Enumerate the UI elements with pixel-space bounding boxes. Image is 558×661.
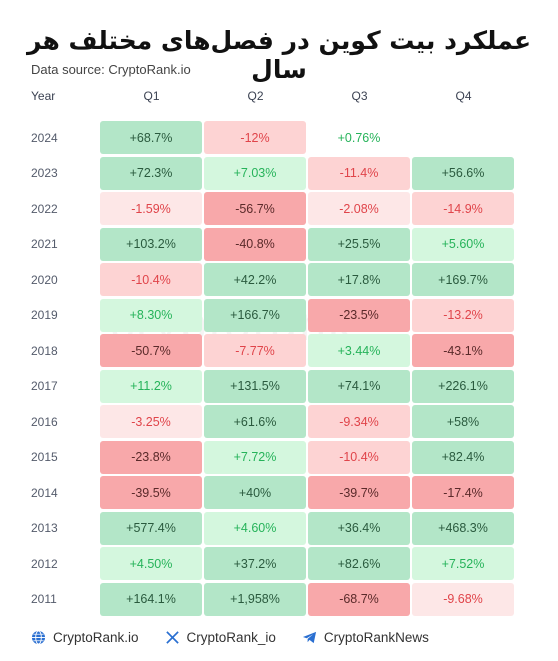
cell-2012-q4: +7.52% xyxy=(412,547,514,580)
footer-telegram-label: CryptoRankNews xyxy=(323,630,429,645)
cell-2012-q1: +4.50% xyxy=(100,547,202,580)
year-label-2018: 2018 xyxy=(31,343,58,358)
cell-2023-q3: -11.4% xyxy=(308,156,410,190)
data-source-label: Data source: CryptoRank.io xyxy=(31,62,191,77)
cell-2024-q2: -12% xyxy=(204,121,306,154)
cell-2021-q1: +103.2% xyxy=(100,227,202,261)
cell-2022-q4: -14.9% xyxy=(412,192,514,225)
cell-2015-q3: -10.4% xyxy=(308,440,410,474)
cell-2017-q3: +74.1% xyxy=(308,369,410,403)
cell-2017-q4: +226.1% xyxy=(412,369,514,403)
chart-title: عملکرد بیت کوین در فصل‌های مختلف هر سال xyxy=(26,26,532,84)
year-label-2020: 2020 xyxy=(31,272,58,287)
cell-2017-q2: +131.5% xyxy=(204,369,306,403)
cell-2018-q4: -43.1% xyxy=(412,334,514,367)
cell-2023-q2: +7.03% xyxy=(204,156,306,190)
cell-2022-q3: -2.08% xyxy=(308,192,410,225)
header-q2: Q2 xyxy=(247,89,264,103)
cell-2012-q3: +82.6% xyxy=(308,547,410,580)
header-q3: Q3 xyxy=(351,89,368,103)
cell-2024-q4 xyxy=(412,121,514,154)
header-year: Year xyxy=(31,89,56,103)
cell-2019-q4: -13.2% xyxy=(412,298,514,332)
footer: CryptoRank.io CryptoRank_io CryptoRankNe… xyxy=(31,630,429,645)
cell-2018-q2: -7.77% xyxy=(204,334,306,367)
cell-2018-q1: -50.7% xyxy=(100,334,202,367)
cell-2017-q1: +11.2% xyxy=(100,369,202,403)
header-q4: Q4 xyxy=(455,89,472,103)
cell-2020-q1: -10.4% xyxy=(100,263,202,296)
year-label-2013: 2013 xyxy=(31,521,58,535)
cell-2024-q3: +0.76% xyxy=(308,121,410,154)
cell-2020-q3: +17.8% xyxy=(308,263,410,296)
cell-2023-q4: +56.6% xyxy=(412,156,514,190)
cell-2020-q2: +42.2% xyxy=(204,263,306,296)
year-label-2015: 2015 xyxy=(31,450,58,464)
year-label-2012: 2012 xyxy=(31,556,58,571)
cell-2011-q3: -68.7% xyxy=(308,582,410,616)
footer-telegram[interactable]: CryptoRankNews xyxy=(302,630,429,645)
cell-2013-q3: +36.4% xyxy=(308,511,410,545)
cell-2021-q4: +5.60% xyxy=(412,227,514,261)
year-label-2011: 2011 xyxy=(31,592,57,606)
x-logo-icon xyxy=(165,631,179,644)
cell-2016-q3: -9.34% xyxy=(308,405,410,438)
year-label-2021: 2021 xyxy=(31,237,58,251)
cell-2014-q4: -17.4% xyxy=(412,476,514,509)
cell-2022-q1: -1.59% xyxy=(100,192,202,225)
cell-2013-q4: +468.3% xyxy=(412,511,514,545)
footer-website[interactable]: CryptoRank.io xyxy=(31,630,139,645)
year-label-2016: 2016 xyxy=(31,414,58,429)
cell-2015-q4: +82.4% xyxy=(412,440,514,474)
cell-2011-q1: +164.1% xyxy=(100,582,202,616)
cell-2015-q1: -23.8% xyxy=(100,440,202,474)
cell-2012-q2: +37.2% xyxy=(204,547,306,580)
cell-2018-q3: +3.44% xyxy=(308,334,410,367)
cell-2022-q2: -56.7% xyxy=(204,192,306,225)
telegram-icon xyxy=(302,631,316,644)
cell-2014-q2: +40% xyxy=(204,476,306,509)
cell-2019-q3: -23.5% xyxy=(308,298,410,332)
year-label-2023: 2023 xyxy=(31,166,58,180)
cell-2015-q2: +7.72% xyxy=(204,440,306,474)
header-q1: Q1 xyxy=(143,89,160,103)
cell-2011-q2: +1,958% xyxy=(204,582,306,616)
cell-2016-q4: +58% xyxy=(412,405,514,438)
footer-twitter-label: CryptoRank_io xyxy=(186,630,276,645)
cell-2013-q2: +4.60% xyxy=(204,511,306,545)
year-label-2017: 2017 xyxy=(31,379,58,393)
year-label-2019: 2019 xyxy=(31,308,58,322)
globe-icon xyxy=(31,630,46,645)
footer-twitter[interactable]: CryptoRank_io xyxy=(165,630,276,645)
cell-2013-q1: +577.4% xyxy=(100,511,202,545)
cell-2014-q3: -39.7% xyxy=(308,476,410,509)
cell-2021-q3: +25.5% xyxy=(308,227,410,261)
cell-2019-q2: +166.7% xyxy=(204,298,306,332)
year-label-2014: 2014 xyxy=(31,485,58,500)
cell-2014-q1: -39.5% xyxy=(100,476,202,509)
cell-2019-q1: +8.30% xyxy=(100,298,202,332)
year-label-2024: 2024 xyxy=(31,130,58,145)
year-label-2022: 2022 xyxy=(31,201,58,216)
cell-2024-q1: +68.7% xyxy=(100,121,202,154)
cell-2020-q4: +169.7% xyxy=(412,263,514,296)
cell-2016-q1: -3.25% xyxy=(100,405,202,438)
cell-2011-q4: -9.68% xyxy=(412,582,514,616)
footer-website-label: CryptoRank.io xyxy=(53,630,139,645)
cell-2016-q2: +61.6% xyxy=(204,405,306,438)
cell-2021-q2: -40.8% xyxy=(204,227,306,261)
cell-2023-q1: +72.3% xyxy=(100,156,202,190)
